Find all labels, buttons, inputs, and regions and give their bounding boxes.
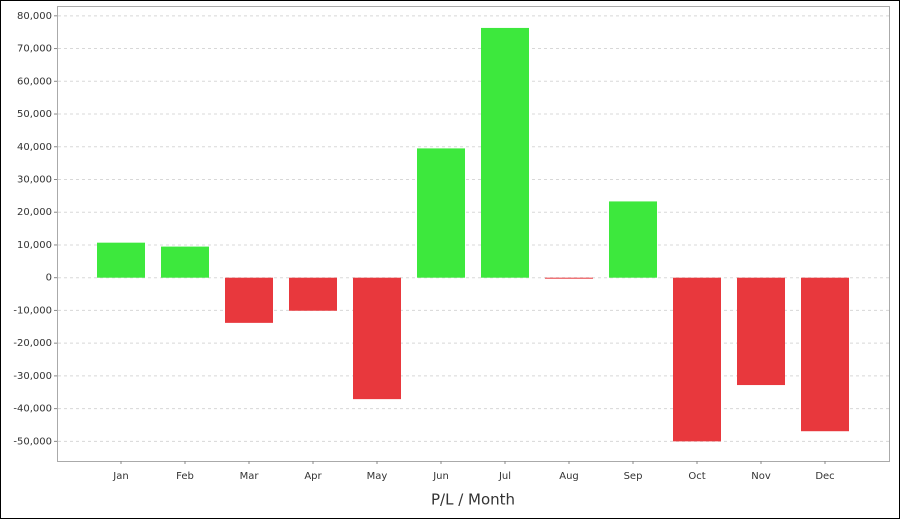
y-tick-label: 0 bbox=[46, 273, 52, 284]
y-tick-label: -10,000 bbox=[13, 305, 52, 316]
bar bbox=[289, 277, 337, 311]
bar bbox=[161, 246, 209, 278]
bar bbox=[353, 277, 401, 400]
bar bbox=[737, 277, 785, 386]
x-tick-label: Mar bbox=[240, 471, 260, 482]
y-tick-label: 70,000 bbox=[17, 44, 52, 55]
y-tick-label: -20,000 bbox=[13, 338, 52, 349]
plot-area bbox=[57, 6, 890, 462]
bar bbox=[97, 242, 145, 278]
y-tick-label: 60,000 bbox=[17, 76, 52, 87]
bar bbox=[481, 27, 529, 278]
x-tick-label: Jan bbox=[112, 471, 128, 482]
x-tick-label: Sep bbox=[624, 471, 643, 482]
x-axis-title: P/L / Month bbox=[431, 491, 515, 509]
y-tick-label: 10,000 bbox=[17, 240, 52, 251]
y-tick-label: 30,000 bbox=[17, 174, 52, 185]
bar bbox=[673, 277, 721, 442]
bar bbox=[417, 148, 465, 278]
y-tick-label: -30,000 bbox=[13, 371, 52, 382]
x-tick-label: May bbox=[367, 471, 388, 482]
bar bbox=[801, 277, 849, 432]
y-tick-label: -50,000 bbox=[13, 436, 52, 447]
x-tick-label: Aug bbox=[559, 471, 579, 482]
bar bbox=[609, 201, 657, 278]
y-tick-label: 20,000 bbox=[17, 207, 52, 218]
x-tick-label: Jul bbox=[498, 471, 511, 482]
x-tick-label: Oct bbox=[688, 471, 705, 482]
y-tick-label: 80,000 bbox=[17, 11, 52, 22]
x-tick-label: Apr bbox=[304, 471, 322, 482]
x-tick-label: Feb bbox=[176, 471, 194, 482]
x-tick-label: Dec bbox=[815, 471, 834, 482]
y-tick-label: -40,000 bbox=[13, 404, 52, 415]
x-tick-label: Nov bbox=[751, 471, 771, 482]
y-tick-label: 40,000 bbox=[17, 142, 52, 153]
x-tick-label: Jun bbox=[432, 471, 449, 482]
bar bbox=[545, 277, 593, 279]
bar bbox=[225, 277, 273, 323]
y-tick-label: 50,000 bbox=[17, 109, 52, 120]
